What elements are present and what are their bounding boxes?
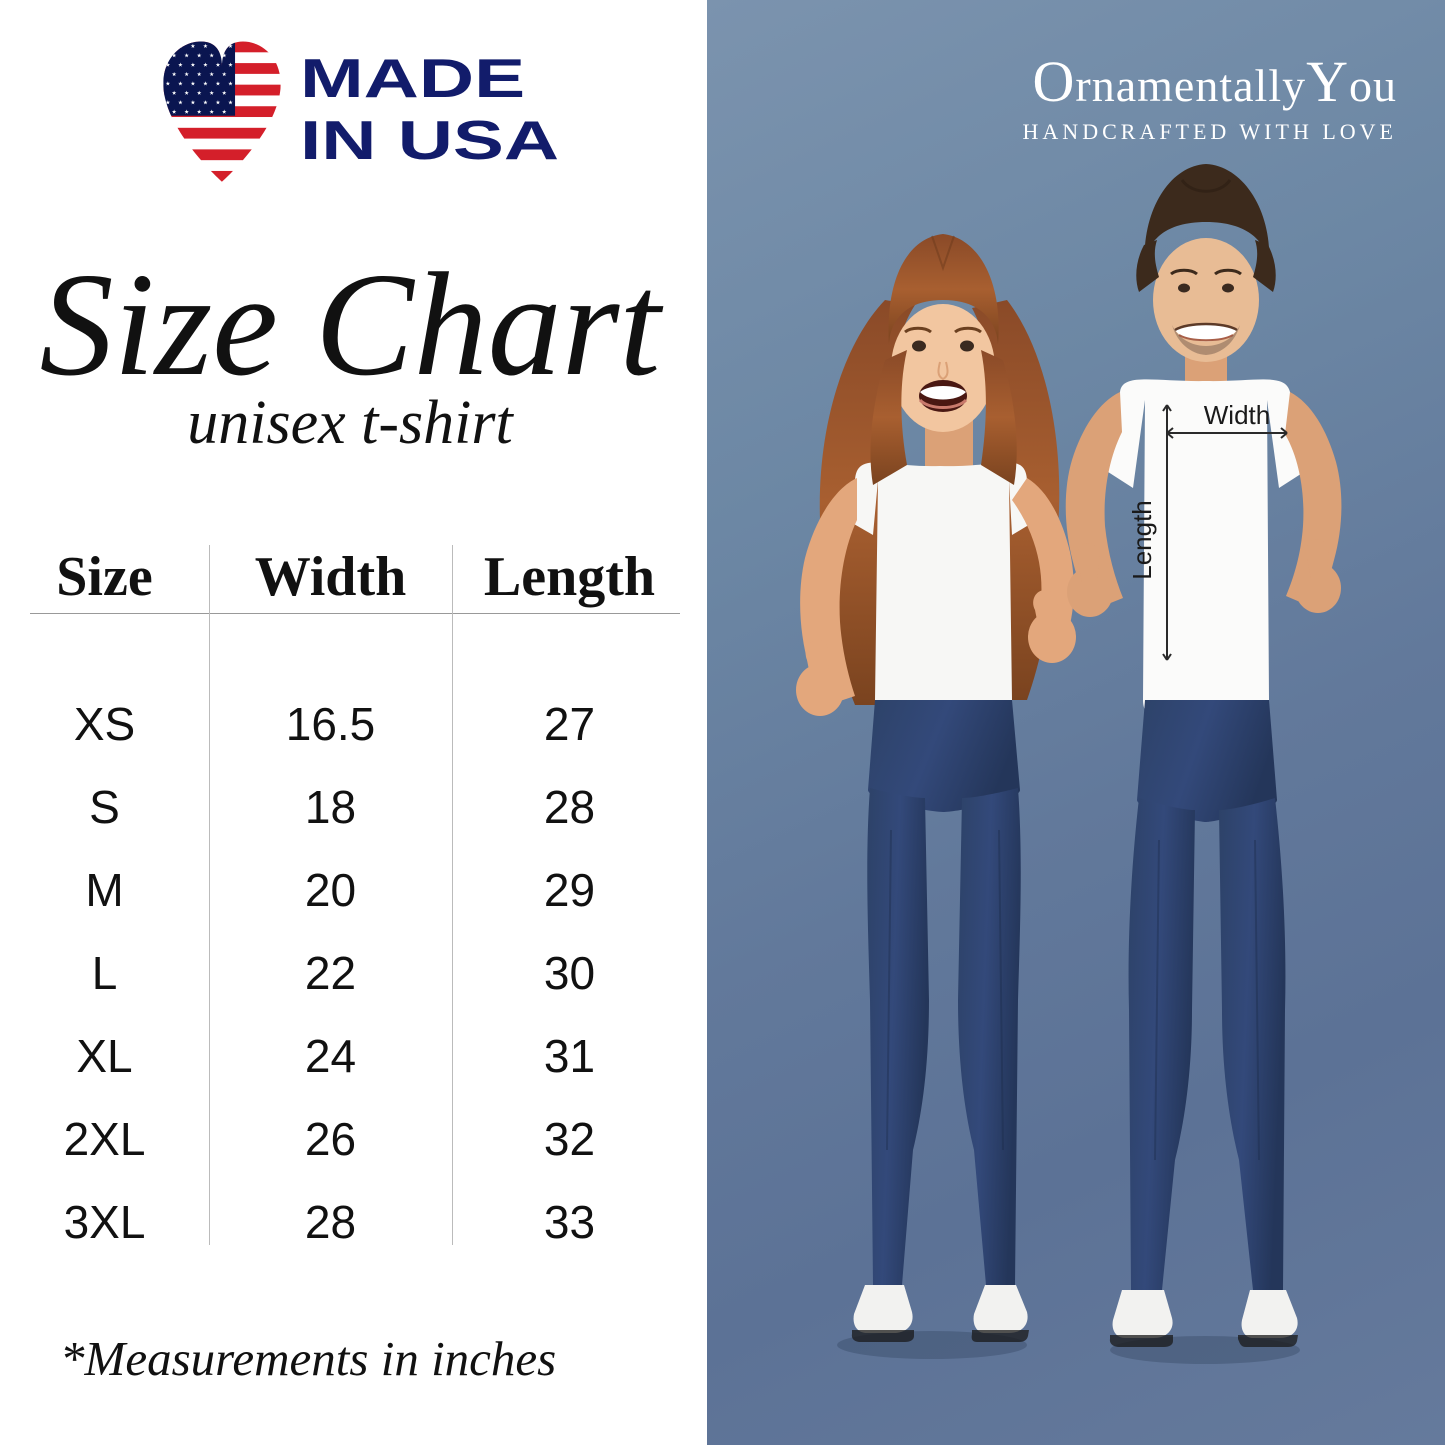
svg-text:Width: Width <box>1204 400 1270 430</box>
svg-text:Length: Length <box>1127 500 1157 580</box>
